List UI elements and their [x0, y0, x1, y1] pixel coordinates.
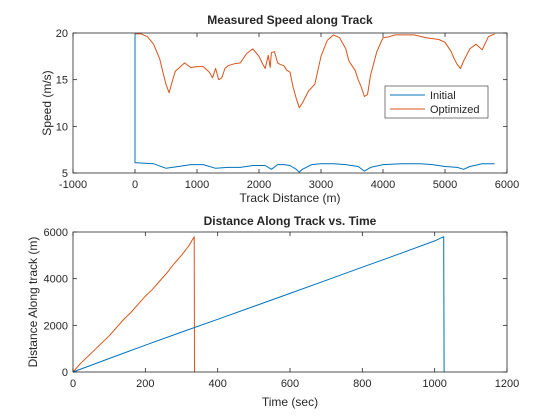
distance-chart-series: [72, 236, 445, 373]
legend-optimized-label: Optimized: [430, 104, 480, 116]
distance-chart-xlabel: Time (sec): [262, 395, 318, 409]
distance-ytick-label: 4000: [44, 274, 68, 286]
speed-plot-frame: [72, 32, 508, 174]
distance-ytick-label: 2000: [44, 320, 68, 332]
speed-xtick-label: 1000: [185, 179, 209, 191]
distance-series-line-1: [72, 236, 445, 373]
speed-xtick-label: 3000: [309, 179, 333, 191]
speed-xtick-label: 2000: [247, 179, 271, 191]
speed-chart: Measured Speed along Track -1000 0 1000 200…: [40, 13, 519, 205]
speed-chart-legend: Initial Optimized: [384, 85, 489, 119]
speed-xtick-label: -1000: [59, 179, 87, 191]
distance-chart-ylabel: Distance Along track (m): [26, 237, 40, 368]
speed-ytick-label: 10: [56, 121, 68, 133]
distance-plot-area: [73, 232, 507, 372]
legend-initial-label: Initial: [430, 90, 456, 102]
speed-ytick-label: 20: [56, 28, 68, 40]
distance-chart-title: Distance Along Track vs. Time: [204, 214, 377, 228]
speed-chart-ticks: -1000 0 1000 2000 3000 4000 5000 6000 5 10 15 20: [56, 28, 519, 191]
speed-chart-xlabel: Track Distance (m): [240, 191, 341, 205]
distance-xtick-label: 1000: [422, 378, 446, 390]
legend-box: [384, 85, 489, 119]
distance-chart-ticks: 0 200 400 600 800 1000 1200 0 2000 4000 6000: [44, 227, 520, 390]
speed-series-line-initial: [134, 33, 495, 173]
speed-chart-title: Measured Speed along Track: [207, 13, 373, 27]
distance-xtick-label: 600: [281, 378, 299, 390]
speed-xtick-label: 0: [132, 179, 138, 191]
speed-xtick-label: 5000: [433, 179, 457, 191]
speed-chart-ylabel: Speed (m/s): [40, 70, 54, 135]
speed-xtick-label: 6000: [495, 179, 519, 191]
speed-ytick-label: 15: [56, 75, 68, 87]
distance-xtick-label: 200: [136, 378, 154, 390]
distance-xtick-label: 1200: [495, 378, 519, 390]
distance-ytick-label: 0: [62, 367, 68, 379]
distance-ytick-label: 6000: [44, 227, 68, 239]
distance-xtick-label: 800: [353, 378, 371, 390]
speed-xtick-label: 4000: [371, 179, 395, 191]
distance-series-line-0: [72, 236, 195, 373]
speed-series-line-optimized: [135, 33, 495, 109]
speed-ytick-label: 5: [62, 168, 68, 180]
speed-chart-series: [134, 33, 495, 173]
distance-plot-frame: [72, 231, 508, 373]
distance-xtick-label: 0: [70, 378, 76, 390]
distance-xtick-label: 400: [208, 378, 226, 390]
distance-chart: Distance Along Track vs. Time 0 200 400 600…: [26, 214, 519, 409]
